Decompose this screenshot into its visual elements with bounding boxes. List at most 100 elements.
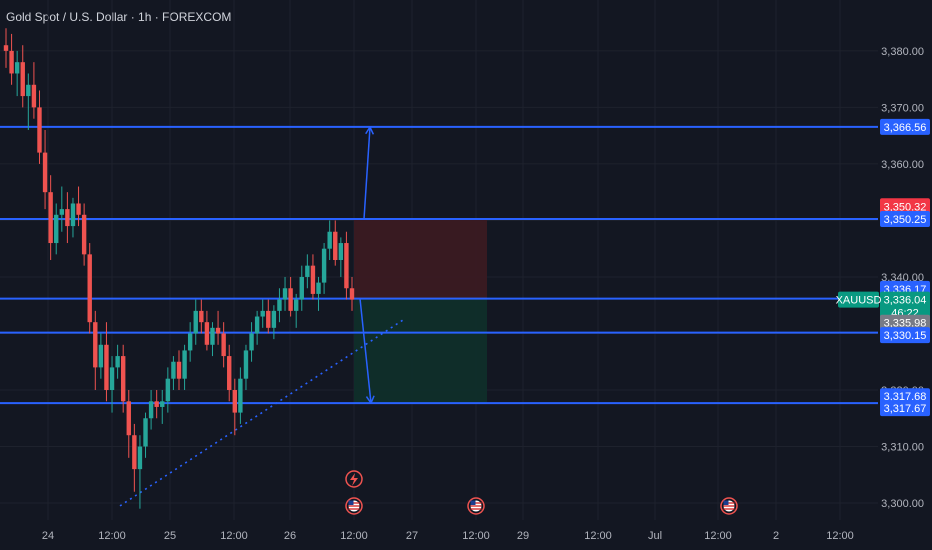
candle-up xyxy=(249,333,254,351)
candle-down xyxy=(221,333,226,357)
price-tag-bg xyxy=(880,327,930,344)
candle-down xyxy=(215,327,221,334)
symbol-tag: XAUUSD xyxy=(836,291,882,308)
candle-up xyxy=(305,265,310,277)
y-tick-label: 3,360.00 xyxy=(881,159,924,171)
candle-up xyxy=(26,84,31,97)
price-tag-bg xyxy=(880,314,930,331)
candle-up xyxy=(59,209,65,215)
candle-up xyxy=(143,418,148,447)
candle-down xyxy=(176,361,182,379)
y-tick-label: 3,370.00 xyxy=(881,102,924,114)
candle-up xyxy=(338,243,344,260)
x-tick-label: 12:00 xyxy=(220,530,248,542)
candle-down xyxy=(132,435,137,470)
candle-up xyxy=(316,282,321,294)
take-profit-zone xyxy=(354,298,487,404)
us-event-icon xyxy=(467,497,485,515)
candle-down xyxy=(20,62,25,97)
candle-down xyxy=(76,203,81,215)
candle-up xyxy=(210,327,215,345)
candle-down xyxy=(42,152,48,193)
target-arrow-down xyxy=(359,298,375,404)
price-tag-label: 3,317.67 xyxy=(884,403,927,415)
candle-up xyxy=(327,231,332,249)
lightning-event-icon xyxy=(345,470,363,488)
price-tag: 3,350.32 xyxy=(880,198,930,215)
candle-down xyxy=(154,401,159,407)
candle-down xyxy=(3,45,9,51)
candle-down xyxy=(199,310,204,323)
price-tag-label: 3,330.15 xyxy=(884,330,927,342)
y-tick-label: 3,380.00 xyxy=(881,46,924,58)
candle-up xyxy=(148,401,154,419)
price-tag-bg xyxy=(880,291,930,322)
flag-canton xyxy=(723,500,729,505)
chart-title: Gold Spot / U.S. Dollar · 1h · FOREXCOM xyxy=(6,10,232,24)
candle-down xyxy=(344,243,349,289)
target-arrow-up xyxy=(363,126,375,220)
candle-down xyxy=(120,356,126,402)
flag-stripe xyxy=(348,505,360,507)
x-tick-label: 25 xyxy=(164,530,176,542)
candle-down xyxy=(37,107,42,153)
stop-loss-zone xyxy=(354,219,487,299)
flag-stripe xyxy=(470,502,482,504)
candle-down xyxy=(266,310,271,328)
y-tick-label: 3,300.00 xyxy=(881,498,924,510)
flag-stripe xyxy=(470,505,482,507)
candle-up xyxy=(260,310,265,317)
symbol-tag-bg xyxy=(838,291,879,308)
flag-canton xyxy=(348,500,354,505)
candle-down xyxy=(87,254,92,323)
arrow-head xyxy=(370,395,375,404)
x-tick-label: 2 xyxy=(773,530,779,542)
candle-down xyxy=(204,322,210,345)
candle-up xyxy=(254,316,260,334)
candle-up xyxy=(182,350,187,379)
candle-down xyxy=(93,322,98,368)
candle-up xyxy=(321,248,327,283)
arrow-head xyxy=(365,126,371,135)
price-tag-label: 3,366.56 xyxy=(884,122,927,134)
candle-up xyxy=(277,299,282,311)
candle-down xyxy=(9,50,14,74)
candle-up xyxy=(160,401,165,407)
price-tag-bg xyxy=(880,198,930,215)
price-tag-label: 3,336.04 xyxy=(884,295,927,307)
candle-up xyxy=(171,361,176,379)
candle-down xyxy=(48,192,53,244)
candle-up xyxy=(54,214,59,244)
price-tag: 3,350.25 xyxy=(880,211,930,228)
price-tag-label: 3,335.98 xyxy=(884,318,927,330)
price-tag-bg xyxy=(880,118,930,135)
symbol-tag-label: XAUUSD xyxy=(836,295,882,307)
candle-up xyxy=(14,62,20,74)
x-tick-label: 12:00 xyxy=(98,530,126,542)
candle-down xyxy=(349,288,355,300)
us-event-icon xyxy=(345,497,363,515)
candle-up xyxy=(243,350,249,379)
flag-stripe xyxy=(348,508,360,510)
candle-up xyxy=(137,446,143,470)
x-tick-label: 12:00 xyxy=(340,530,368,542)
arrow-shaft xyxy=(359,298,372,404)
flag-stripe xyxy=(723,508,735,510)
price-tag: 3,317.67 xyxy=(880,400,930,417)
lightning-glyph xyxy=(350,473,358,486)
x-tick-label: 12:00 xyxy=(704,530,732,542)
candle-up xyxy=(115,356,120,368)
x-tick-label: 12:00 xyxy=(826,530,854,542)
price-tag-label: 3,350.32 xyxy=(884,201,927,213)
x-tick-label: 26 xyxy=(284,530,296,542)
candle-down xyxy=(333,231,338,260)
price-tag-label: 3,350.25 xyxy=(884,214,927,226)
flag-stripe xyxy=(348,502,360,504)
flag-stripe xyxy=(723,505,735,507)
candle-down xyxy=(31,84,37,108)
candle-up xyxy=(109,367,115,390)
candle-up xyxy=(238,378,243,413)
candle-down xyxy=(126,401,131,436)
x-tick-label: Jul xyxy=(648,530,662,542)
